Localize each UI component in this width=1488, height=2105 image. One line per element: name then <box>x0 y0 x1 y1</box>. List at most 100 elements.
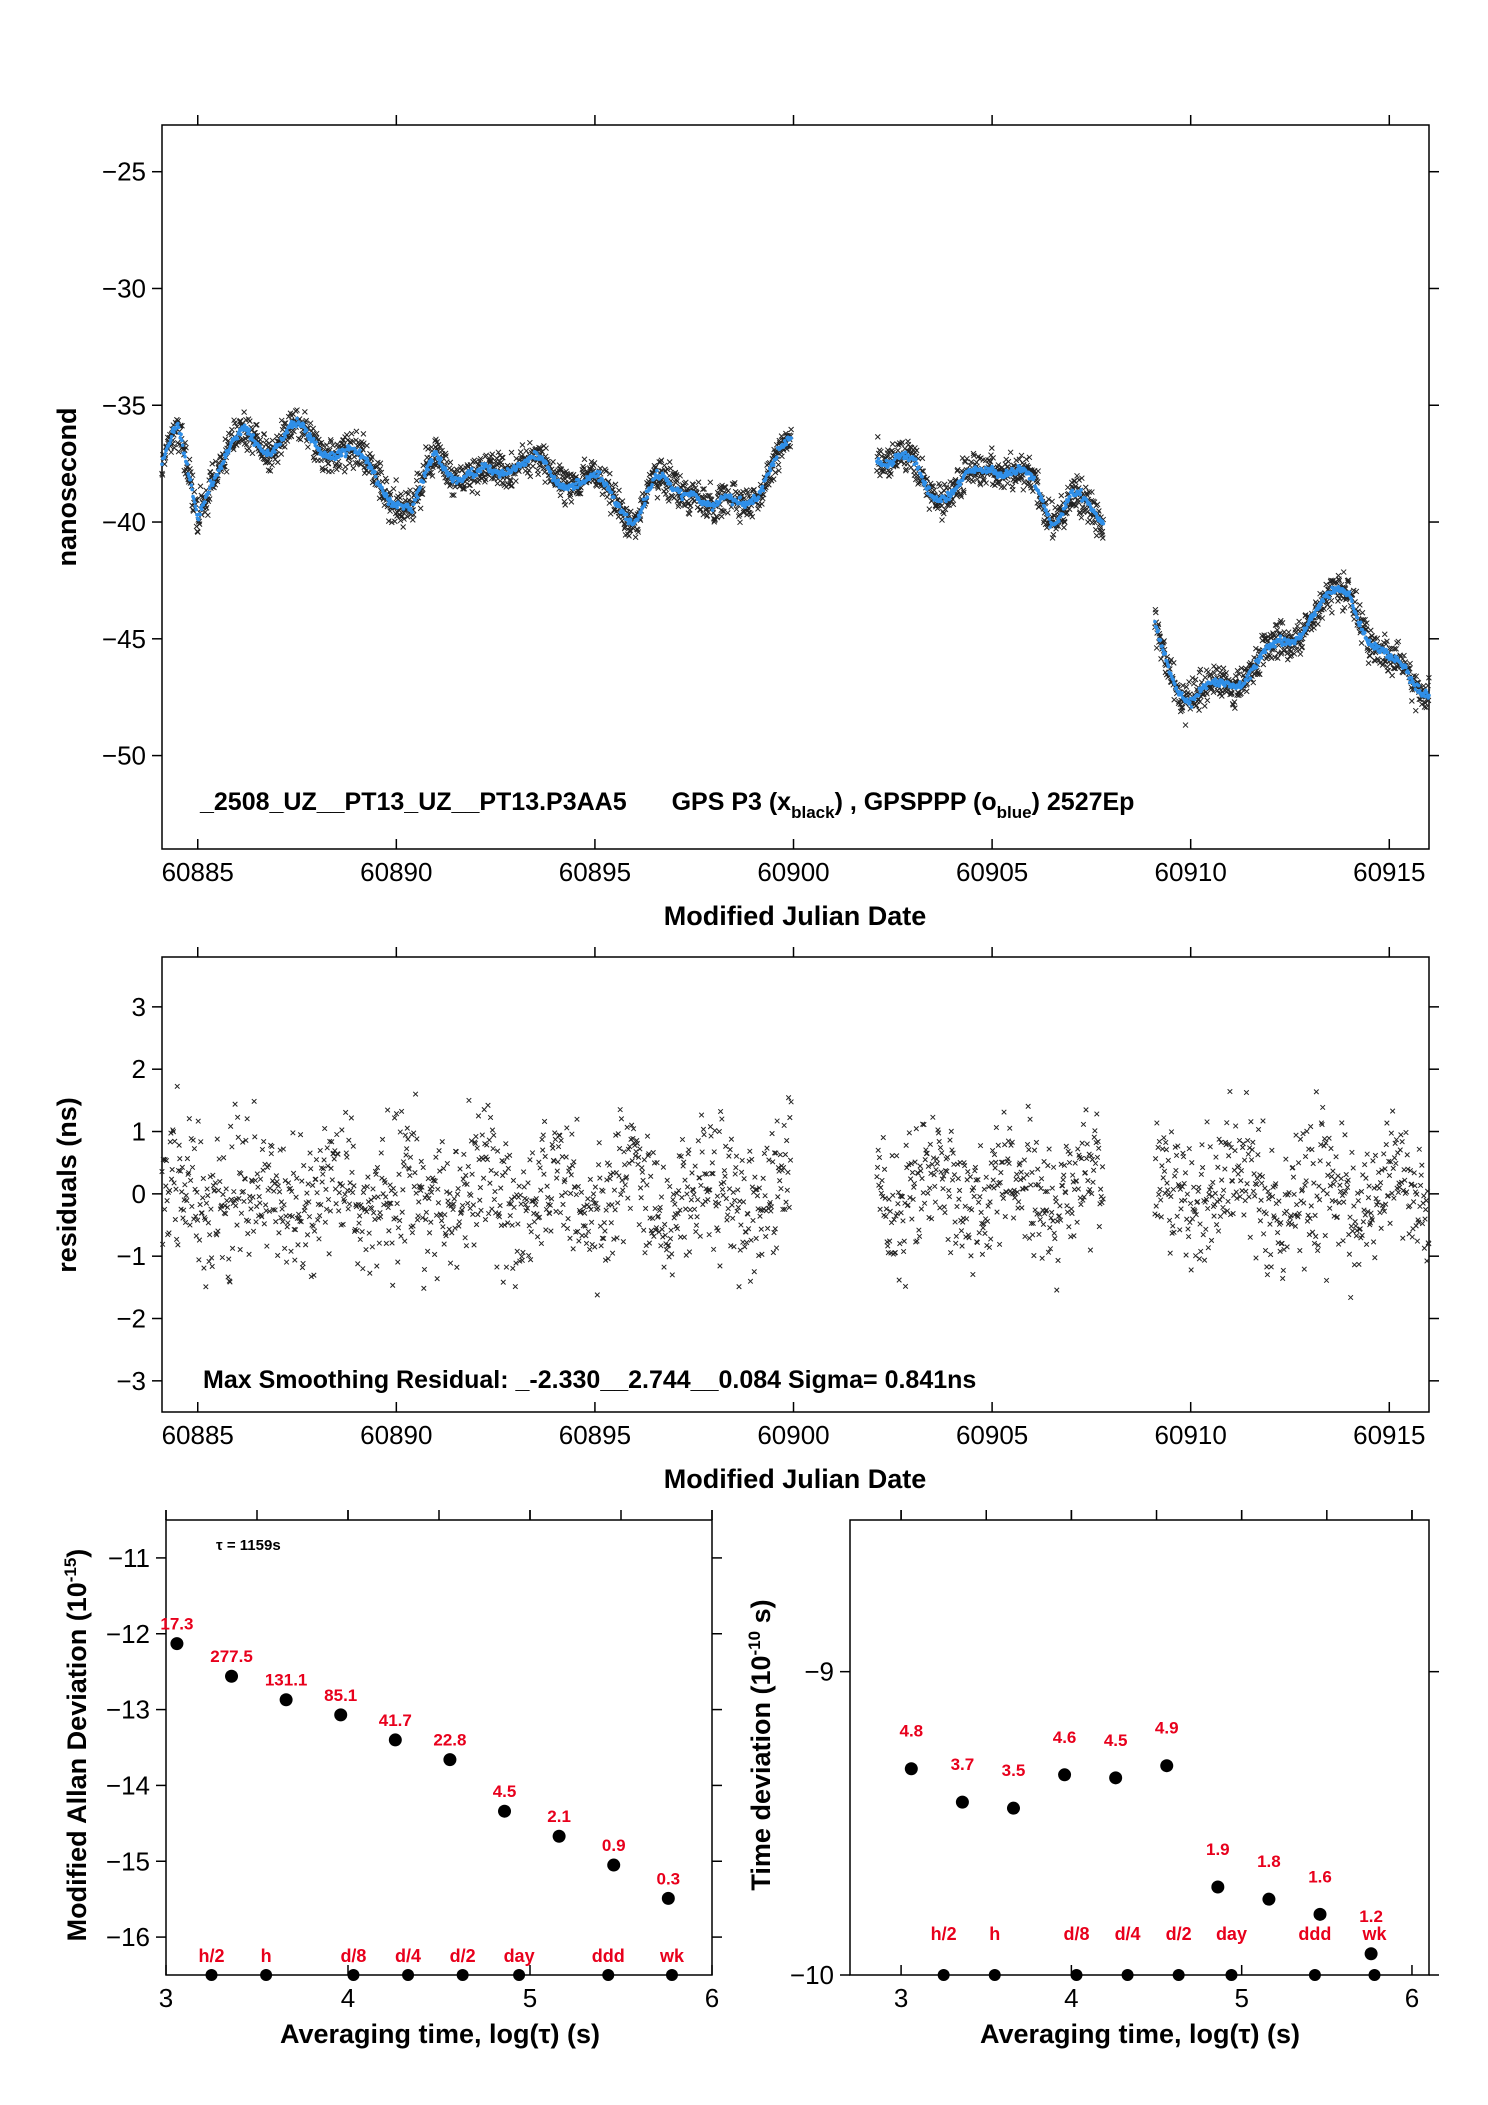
gps-p3-point <box>212 458 219 465</box>
residual-point <box>587 1246 593 1253</box>
residual-point <box>329 1177 335 1183</box>
gpsppp-point <box>535 452 539 456</box>
gpsppp-point <box>443 466 448 471</box>
gpsppp-point <box>1385 650 1390 655</box>
gps-p3-point <box>682 479 689 486</box>
gpsppp-point <box>1351 606 1356 611</box>
residual-point <box>695 1197 701 1203</box>
x-tick-label: 60895 <box>559 1420 631 1450</box>
residual-point <box>474 1145 480 1151</box>
residual-point <box>376 1240 382 1246</box>
gps-p3-point <box>387 491 394 498</box>
residual-point <box>618 1116 625 1122</box>
gps-p3-point <box>347 460 353 467</box>
residual-point <box>252 1134 258 1140</box>
gpsppp-point <box>474 473 479 477</box>
x-axis-title: Modified Julian Date <box>664 901 927 931</box>
gpsppp-point <box>401 507 406 511</box>
residual-point <box>698 1182 704 1189</box>
gps-p3-point <box>297 436 304 443</box>
gps-p3-point <box>398 491 404 497</box>
residual-point <box>336 1190 342 1196</box>
residual-point <box>470 1211 476 1217</box>
residual-point <box>344 1154 350 1160</box>
gpsppp-point <box>587 477 592 482</box>
residual-point <box>461 1151 467 1157</box>
gps-p3-point <box>704 512 711 519</box>
gps-p3-point <box>507 477 514 484</box>
gpsppp-point <box>1156 628 1160 633</box>
y-tick-label: 3 <box>132 992 146 1022</box>
gpsppp-point <box>247 427 252 432</box>
gps-p3-point <box>697 506 704 513</box>
gps-p3-point <box>767 474 774 481</box>
gpsppp-point <box>771 463 776 467</box>
residual-point <box>304 1190 310 1196</box>
gps-p3-point <box>1201 703 1208 709</box>
residual-point <box>640 1177 646 1184</box>
residual-point <box>205 1192 211 1199</box>
residual-point <box>314 1190 320 1196</box>
gpsppp-point <box>680 497 685 502</box>
gps-p3-point <box>913 447 920 454</box>
gps-p3-point <box>1243 688 1250 695</box>
gps-p3-point <box>159 470 165 477</box>
residual-point <box>487 1114 494 1121</box>
gpsppp-point <box>418 485 422 490</box>
residual-point <box>520 1169 527 1175</box>
gps-p3-point <box>677 472 684 479</box>
gpsppp-point <box>199 507 204 512</box>
residual-point <box>168 1176 175 1182</box>
residual-point <box>609 1202 615 1208</box>
residual-point <box>462 1235 468 1241</box>
residual-point <box>451 1196 457 1202</box>
gpsppp-point <box>1427 693 1431 698</box>
residual-point <box>660 1164 667 1170</box>
gpsppp-point <box>185 462 190 466</box>
gpsppp-point <box>314 440 318 444</box>
y-tick-label: −2 <box>116 1304 146 1334</box>
gpsppp-point <box>238 432 243 437</box>
gps-p3-point <box>490 463 497 470</box>
gpsppp-point <box>488 464 492 468</box>
residual-point <box>191 1145 198 1152</box>
y-tick-label: −1 <box>116 1241 146 1271</box>
residual-point <box>716 1128 722 1135</box>
y-tick-label: −30 <box>102 273 146 303</box>
residual-point <box>459 1202 466 1209</box>
gpsppp-point <box>624 512 629 517</box>
gps-p3-point <box>535 471 542 478</box>
gpsppp-point <box>645 495 650 499</box>
gpsppp-point <box>207 486 212 490</box>
residual-point <box>512 1283 518 1290</box>
gpsppp-point <box>751 501 755 505</box>
residual-point <box>682 1206 689 1212</box>
gps-p3-point <box>329 442 336 449</box>
residual-point <box>596 1140 602 1146</box>
gpsppp-point <box>227 447 232 451</box>
gps-p3-point <box>361 470 368 477</box>
residual-point <box>463 1243 470 1249</box>
gps-p3-point <box>295 435 302 442</box>
residual-point <box>540 1132 546 1138</box>
residual-point <box>473 1221 480 1228</box>
gps-p3-point <box>322 466 329 473</box>
gps-p3-point <box>724 509 731 516</box>
residual-point <box>662 1232 668 1238</box>
gps-p3-point <box>564 474 571 480</box>
gps-p3-point <box>908 464 914 471</box>
annotation-id: _2508_UZ__PT13_UZ__PT13.P3AA5 <box>199 788 627 816</box>
gps-p3-point <box>494 480 501 487</box>
residual-point <box>394 1200 400 1207</box>
gpsppp-point <box>1180 691 1184 695</box>
residual-point <box>468 1192 474 1199</box>
gps-p3-point <box>469 488 476 495</box>
gps-p3-point <box>1412 707 1419 714</box>
gps-p3-point <box>190 506 196 513</box>
gps-p3-point <box>437 444 444 450</box>
residual-point <box>543 1206 550 1213</box>
gps-p3-point <box>413 477 420 484</box>
residual-point <box>177 1156 183 1162</box>
residual-point <box>482 1216 489 1223</box>
gpsppp-point <box>1044 508 1048 512</box>
